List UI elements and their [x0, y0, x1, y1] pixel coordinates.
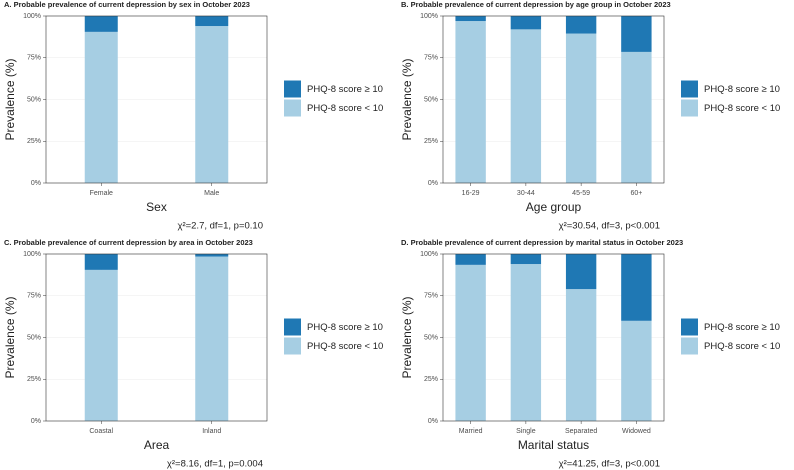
annotation: χ²=2.7, df=1, p=0.10	[177, 221, 263, 232]
y-tick-label: 75%	[27, 55, 41, 62]
y-axis-title: Prevalence (%)	[3, 58, 17, 140]
y-tick-label: 0%	[31, 180, 41, 187]
x-tick-label: 30-44	[517, 190, 535, 197]
y-axis-title: Prevalence (%)	[3, 296, 17, 378]
legend-swatch	[284, 337, 301, 355]
x-tick-label: Widowed	[622, 428, 651, 435]
panel: D. Probable prevalence of current depres…	[400, 238, 780, 470]
x-tick-label: Female	[90, 190, 113, 197]
plot-border	[45, 253, 268, 422]
bar-segment	[195, 254, 229, 257]
panel: A. Probable prevalence of current depres…	[3, 0, 383, 232]
y-tick-label: 75%	[424, 293, 438, 300]
panel-title: B. Probable prevalence of current depres…	[401, 0, 671, 9]
y-tick-label: 75%	[424, 55, 438, 62]
legend-label: PHQ-8 score < 10	[307, 341, 383, 352]
legend-label: PHQ-8 score ≥ 10	[704, 322, 780, 333]
y-axis-title: Prevalence (%)	[400, 296, 414, 378]
bar-segment	[565, 33, 597, 183]
y-tick-label: 50%	[27, 96, 41, 103]
legend-label: PHQ-8 score ≥ 10	[704, 84, 780, 95]
plot-border	[45, 15, 268, 184]
bar-segment	[195, 16, 229, 27]
panel: C. Probable prevalence of current depres…	[3, 238, 383, 470]
legend-label: PHQ-8 score ≥ 10	[307, 322, 383, 333]
plot-border	[442, 15, 665, 184]
y-tick-label: 100%	[420, 251, 438, 258]
x-tick-label: Married	[459, 428, 483, 435]
legend-label: PHQ-8 score < 10	[704, 103, 780, 114]
x-tick-label: 16-29	[462, 190, 480, 197]
legend-swatch	[681, 80, 698, 98]
legend-label: PHQ-8 score ≥ 10	[307, 84, 383, 95]
x-tick-label: Inland	[202, 428, 221, 435]
bar-segment	[84, 254, 118, 270]
panel-title: D. Probable prevalence of current depres…	[401, 238, 683, 247]
x-axis-title: Age group	[526, 200, 582, 214]
legend-label: PHQ-8 score < 10	[704, 341, 780, 352]
plot-border	[442, 253, 665, 422]
bar-segment	[565, 289, 597, 421]
bar-segment	[195, 256, 229, 421]
annotation: χ²=30.54, df=3, p<0.001	[559, 221, 660, 232]
legend-swatch	[284, 99, 301, 117]
x-tick-label: Male	[204, 190, 219, 197]
bar-segment	[621, 16, 652, 52]
annotation: χ²=8.16, df=1, p=0.004	[167, 459, 263, 470]
y-tick-label: 75%	[27, 293, 41, 300]
legend-swatch	[681, 99, 698, 117]
x-axis-title: Sex	[146, 200, 167, 214]
bar-segment	[621, 51, 652, 183]
bar-segment	[621, 254, 652, 321]
panel-title: C. Probable prevalence of current depres…	[4, 238, 253, 247]
y-tick-label: 100%	[420, 13, 438, 20]
bar-segment	[455, 264, 486, 421]
y-tick-label: 0%	[428, 418, 438, 425]
x-tick-label: Separated	[565, 428, 597, 435]
bar-segment	[510, 254, 542, 265]
y-axis-title: Prevalence (%)	[400, 58, 414, 140]
y-tick-label: 25%	[424, 138, 438, 145]
y-tick-label: 50%	[27, 334, 41, 341]
y-tick-label: 25%	[27, 138, 41, 145]
panel-title: A. Probable prevalence of current depres…	[4, 0, 250, 9]
bar-segment	[510, 264, 542, 421]
x-tick-label: Single	[516, 428, 536, 435]
bar-segment	[565, 16, 597, 34]
bar-segment	[565, 254, 597, 290]
bar-segment	[455, 21, 486, 184]
bar-segment	[84, 31, 118, 183]
x-axis-title: Marital status	[518, 438, 589, 452]
legend-swatch	[284, 318, 301, 336]
y-tick-label: 0%	[31, 418, 41, 425]
bar-segment	[455, 16, 486, 22]
y-tick-label: 100%	[23, 13, 41, 20]
x-axis-title: Area	[144, 438, 170, 452]
legend-swatch	[284, 80, 301, 98]
y-tick-label: 50%	[424, 96, 438, 103]
legend-label: PHQ-8 score < 10	[307, 103, 383, 114]
y-tick-label: 25%	[424, 376, 438, 383]
y-tick-label: 25%	[27, 376, 41, 383]
bar-segment	[510, 16, 542, 30]
y-tick-label: 0%	[428, 180, 438, 187]
x-tick-label: 45-59	[572, 190, 590, 197]
x-tick-label: 60+	[630, 190, 642, 197]
panel: B. Probable prevalence of current depres…	[400, 0, 780, 232]
x-tick-label: Coastal	[89, 428, 113, 435]
bar-segment	[84, 269, 118, 421]
legend-swatch	[681, 337, 698, 355]
bar-segment	[621, 320, 652, 421]
annotation: χ²=41.25, df=3, p<0.001	[559, 459, 660, 470]
legend-swatch	[681, 318, 698, 336]
y-tick-label: 50%	[424, 334, 438, 341]
bar-segment	[195, 26, 229, 183]
bar-segment	[510, 29, 542, 183]
bar-segment	[455, 254, 486, 265]
y-tick-label: 100%	[23, 251, 41, 258]
bar-segment	[84, 16, 118, 32]
